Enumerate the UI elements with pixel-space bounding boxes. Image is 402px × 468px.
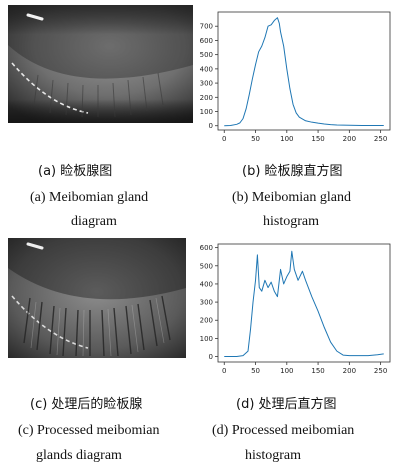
x-tick-label: 200	[343, 367, 356, 375]
caption-a-en-2: diagram	[71, 214, 117, 229]
y-tick-label: 600	[200, 244, 213, 252]
y-tick-label: 100	[200, 335, 213, 343]
y-tick-label: 300	[200, 80, 213, 88]
x-tick-label: 0	[222, 135, 226, 143]
y-tick-label: 400	[200, 65, 213, 73]
caption-d-en-1: (d) Processed meibomian	[212, 423, 355, 438]
x-tick-label: 50	[251, 135, 260, 143]
y-tick-label: 100	[200, 108, 213, 116]
x-tick-label: 250	[374, 135, 387, 143]
meibomian-gland-photo	[8, 5, 193, 123]
caption-b-cn: (b) 睑板腺直方图	[242, 164, 343, 179]
histogram-b-svg: 0 50 100 150 200 250 0 100 200 300 400 500 600 700	[200, 11, 391, 143]
y-tick-label: 400	[200, 280, 213, 288]
y-tick-label: 200	[200, 94, 213, 102]
y-tick-label: 500	[200, 262, 213, 270]
caption-a-en-1: (a) Meibomian gland	[30, 190, 149, 205]
y-tick-label: 700	[200, 23, 213, 31]
caption-a-cn: (a) 睑板腺图	[38, 164, 113, 179]
x-tick-label: 150	[311, 367, 324, 375]
processed-meibomian-gland-photo	[8, 238, 186, 358]
histogram-d-svg: 0 50 100 150 200 250 0 100 200 300 400 500 600	[200, 243, 391, 375]
caption-d-cn: (d) 处理后直方图	[236, 397, 337, 412]
histogram-chart-d: 0 50 100 150 200 250 0 100 200 300 400 500 600	[198, 240, 394, 380]
y-tick-label: 300	[200, 299, 213, 307]
caption-c-en-1: (c) Processed meibomian	[18, 423, 160, 438]
x-tick-label: 100	[280, 367, 293, 375]
caption-b-en-2: histogram	[263, 214, 319, 229]
x-tick-label: 0	[222, 367, 226, 375]
x-tick-label: 100	[280, 135, 293, 143]
plot-frame	[217, 243, 391, 363]
caption-d-en-2: histogram	[245, 448, 301, 463]
y-tick-label: 0	[209, 353, 213, 361]
caption-c-cn: (c) 处理后的睑板腺	[30, 397, 143, 412]
caption-c-en-2: glands diagram	[36, 448, 122, 463]
x-tick-label: 50	[251, 367, 260, 375]
y-tick-label: 0	[209, 122, 213, 130]
caption-b-en-1: (b) Meibomian gland	[232, 190, 351, 205]
histogram-series-line	[224, 250, 384, 358]
x-tick-label: 150	[311, 135, 324, 143]
histogram-series-line	[224, 17, 384, 127]
y-tick-label: 200	[200, 317, 213, 325]
histogram-chart-b: 0 50 100 150 200 250 0 100 200 300 400 500 600 700	[198, 8, 394, 148]
y-tick-label: 600	[200, 37, 213, 45]
y-tick-label: 500	[200, 51, 213, 59]
x-tick-label: 250	[374, 367, 387, 375]
plot-frame	[217, 11, 391, 131]
x-tick-label: 200	[343, 135, 356, 143]
